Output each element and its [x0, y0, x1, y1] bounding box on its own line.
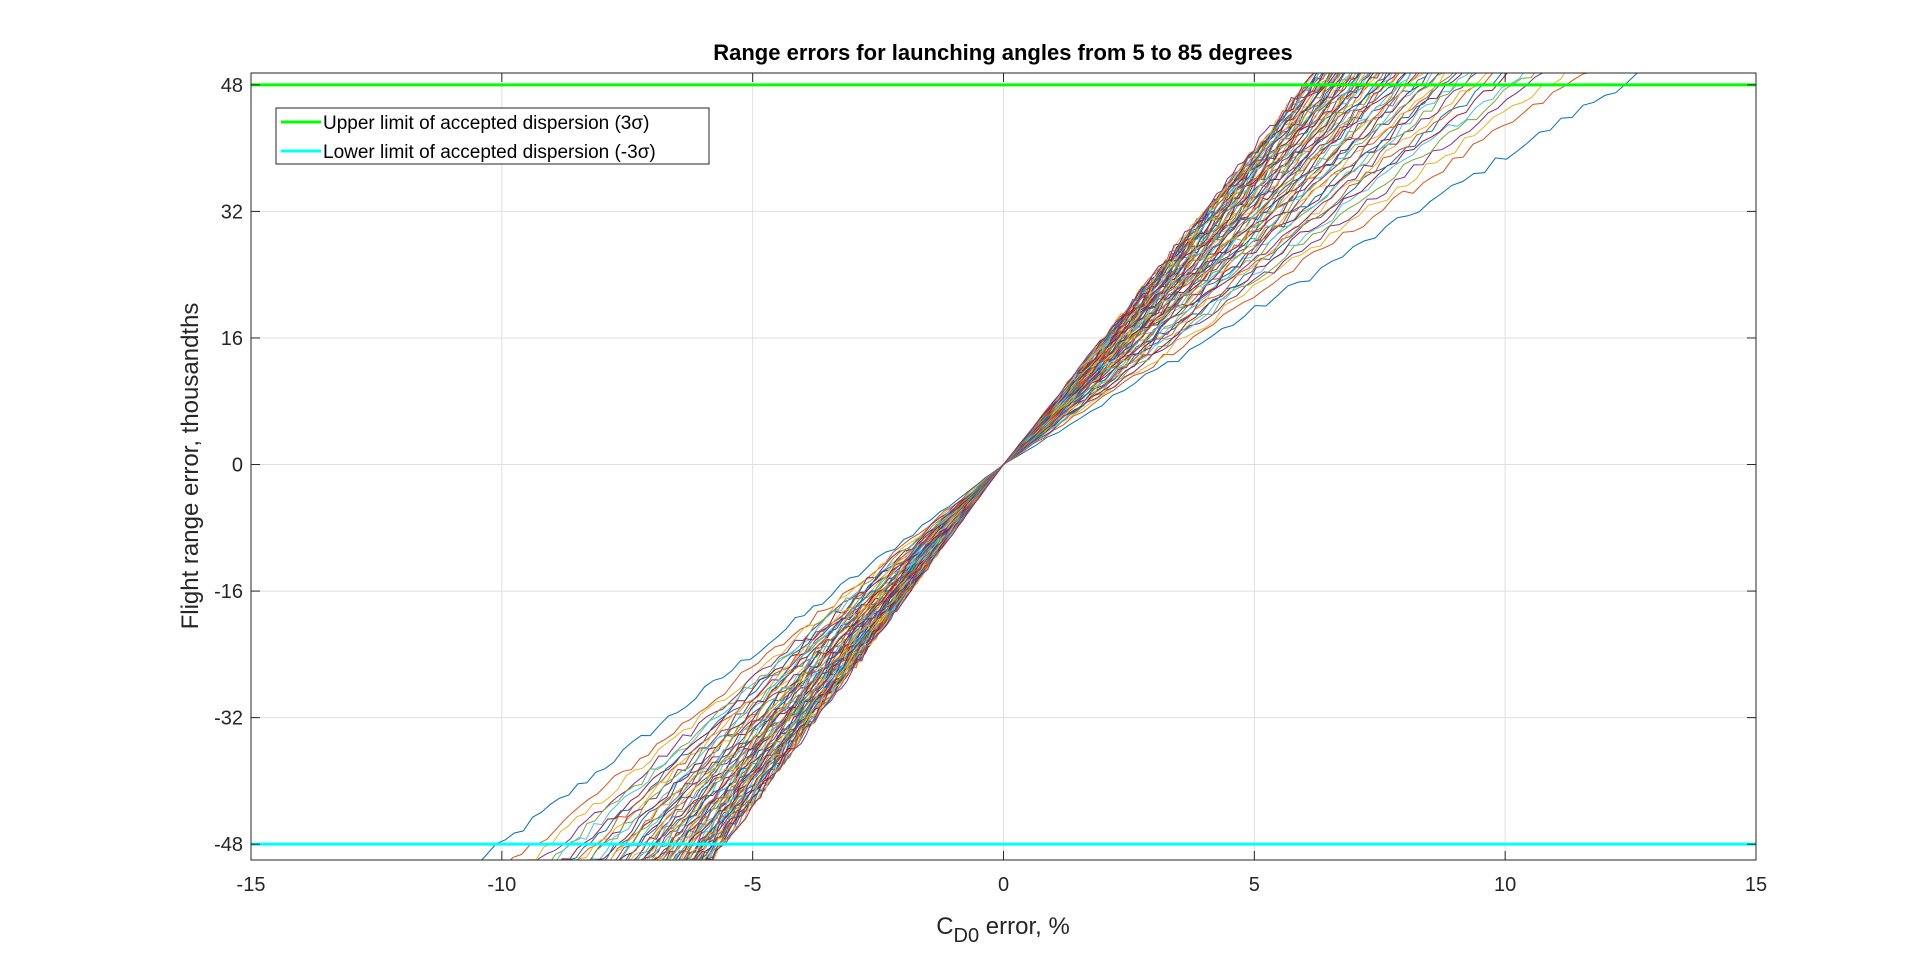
x-tick-label: 0 [998, 874, 1009, 896]
legend-entry-upper: Upper limit of accepted dispersion (3σ) [323, 113, 649, 134]
x-tick-label: -15 [237, 874, 266, 896]
y-tick-label: -32 [214, 708, 243, 730]
x-axis-label: CD0 error, % [936, 913, 1070, 947]
x-tick-label: 15 [1745, 874, 1767, 896]
x-axis-label-sub: D0 [954, 925, 980, 947]
x-tick-label: -10 [487, 874, 516, 896]
series-line [711, 73, 1315, 860]
y-tick-label: 32 [221, 201, 243, 223]
reference-lines [251, 83, 1756, 846]
x-axis-label-rest: error, % [979, 913, 1070, 940]
x-axis-label-main: C [936, 913, 953, 940]
series-lines [481, 73, 1639, 860]
x-tick-label: -5 [744, 874, 762, 896]
chart-title: Range errors for launching angles from 5… [713, 40, 1293, 65]
x-tick-label: 10 [1494, 874, 1516, 896]
legend-entry-lower: Lower limit of accepted dispersion (-3σ) [323, 142, 656, 163]
y-tick-label: 16 [221, 328, 243, 350]
y-tick-label: -16 [214, 581, 243, 603]
y-tick-label: 0 [232, 455, 243, 477]
x-tick-label: 5 [1249, 874, 1260, 896]
legend: Upper limit of accepted dispersion (3σ) … [275, 107, 710, 165]
y-tick-label: 48 [221, 75, 243, 97]
grid [251, 73, 1756, 860]
ticks: -15 -10 -5 0 5 10 15 -48 -32 -16 0 16 32 48 [214, 73, 1767, 896]
legend-box [275, 107, 710, 165]
y-axis-label: Flight range error, thousandths [177, 303, 204, 630]
y-tick-label: -48 [214, 834, 243, 856]
